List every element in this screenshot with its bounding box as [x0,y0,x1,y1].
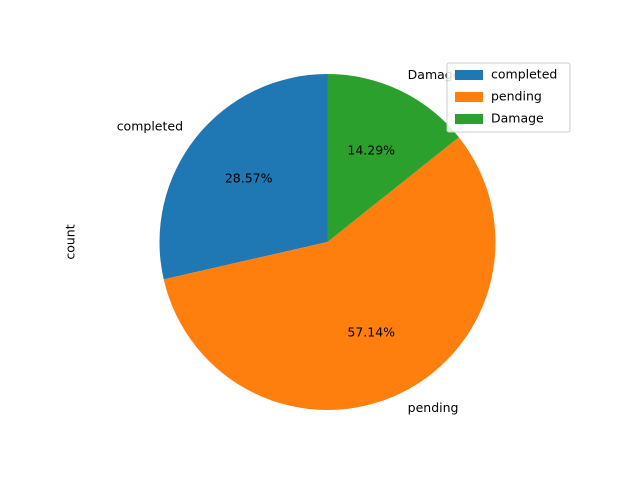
slice-label-pending: pending [408,400,459,415]
legend-swatch-pending [455,92,483,102]
percent-labels: 28.57% 57.14% 14.29% [225,143,395,340]
pie-slice-completed [159,74,328,280]
percent-label-damage: 14.29% [347,143,395,158]
legend-label-completed: completed [491,67,557,82]
legend: completed pending Damage [446,62,571,133]
pie-slices [159,74,496,410]
legend-label-pending: pending [491,89,542,104]
pie-slice-damage [327,74,459,242]
legend-label-damage: Damage [491,111,544,126]
legend-swatch-completed [455,70,483,80]
pie-slice-pending [163,137,496,410]
legend-swatch-damage [455,114,483,124]
slice-label-completed: completed [117,118,183,133]
percent-label-pending: 57.14% [347,324,395,339]
y-axis-label: count [63,224,78,259]
percent-label-completed: 28.57% [225,171,273,186]
